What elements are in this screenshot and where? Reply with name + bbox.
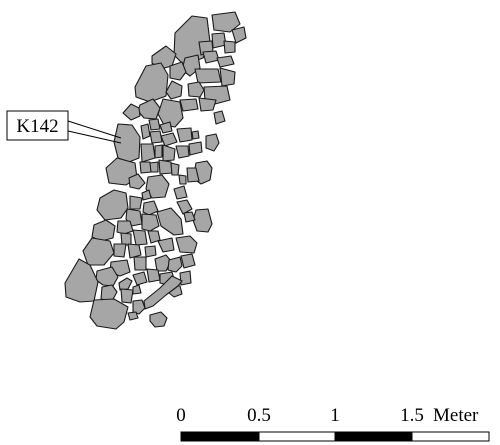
stone-cluster — [64, 11, 247, 330]
stone-8 — [202, 50, 220, 64]
stone-79 — [118, 277, 133, 291]
scale-tick-label-0.5: 0.5 — [247, 405, 271, 426]
stone-28 — [149, 130, 163, 144]
stone-31 — [160, 132, 178, 147]
stone-16 — [187, 81, 205, 98]
stone-84 — [143, 275, 183, 310]
stone-85 — [120, 288, 134, 304]
stone-37 — [140, 143, 156, 163]
stone-68 — [144, 245, 157, 258]
stone-86 — [100, 284, 118, 302]
stone-88 — [132, 299, 146, 315]
stone-24 — [148, 118, 161, 131]
stone-35 — [162, 144, 176, 162]
stone-17 — [165, 80, 183, 100]
stone-33 — [188, 141, 203, 156]
stone-83 — [64, 258, 99, 303]
scale-tick-label-1: 1 — [330, 405, 340, 426]
stone-52 — [176, 199, 193, 215]
stone-30 — [191, 130, 200, 140]
stone-81 — [132, 284, 142, 295]
stone-45 — [128, 173, 146, 190]
stone-40 — [158, 159, 173, 175]
stone-72 — [167, 256, 183, 273]
stone-11 — [194, 68, 222, 84]
stone-51 — [129, 195, 143, 210]
stone-49 — [141, 189, 152, 201]
stone-43 — [186, 167, 200, 183]
feature-label-box — [6, 110, 69, 141]
stone-53 — [192, 208, 213, 233]
scale-segment-2 — [258, 431, 336, 442]
stone-41 — [170, 162, 180, 176]
stone-70 — [180, 253, 196, 269]
stone-12 — [219, 67, 236, 87]
stone-32 — [205, 133, 220, 152]
stone-50 — [96, 189, 129, 221]
stone-64 — [157, 237, 175, 253]
stone-23 — [122, 103, 141, 121]
stone-69 — [82, 237, 115, 266]
stone-75 — [179, 270, 192, 286]
scale-tick-label-1.5: 1.5 — [400, 405, 424, 426]
stone-61 — [120, 232, 132, 246]
scale-bar: 0 0.5 1 1.5 Meter — [176, 405, 490, 442]
stone-3 — [231, 26, 247, 44]
stone-46 — [145, 174, 170, 199]
stone-14 — [134, 62, 169, 103]
stone-13 — [169, 61, 187, 81]
stone-67 — [127, 243, 142, 259]
stone-59 — [116, 220, 134, 235]
stone-36 — [154, 144, 163, 159]
scale-segment-3 — [334, 431, 413, 442]
stone-54 — [142, 200, 159, 216]
stone-9 — [216, 55, 235, 68]
stone-78 — [132, 271, 148, 286]
stone-56 — [183, 211, 196, 223]
stone-6 — [223, 40, 236, 54]
scale-unit-label: Meter — [433, 405, 479, 426]
stone-26 — [113, 123, 141, 163]
stone-22 — [137, 98, 161, 120]
stone-57 — [156, 207, 184, 236]
stone-27 — [140, 123, 151, 140]
feature-label-callout: K142 — [6, 110, 122, 144]
stone-21 — [213, 110, 226, 125]
stone-76 — [146, 268, 161, 283]
stone-47 — [178, 174, 187, 185]
stone-89 — [149, 311, 168, 328]
stone-58 — [141, 213, 160, 232]
stone-87 — [89, 298, 129, 330]
stone-60 — [91, 219, 116, 242]
stone-90 — [127, 311, 139, 321]
feature-label: K142 — [16, 116, 58, 137]
scale-segment-1 — [180, 431, 260, 442]
stone-34 — [175, 145, 190, 159]
stone-2 — [211, 11, 241, 33]
stone-65 — [175, 235, 198, 254]
scale-tick-label-0: 0 — [176, 405, 186, 426]
stone-29 — [176, 127, 193, 143]
scale-segment-4 — [411, 431, 490, 442]
stone-66 — [113, 243, 127, 258]
stone-48 — [173, 185, 188, 200]
stone-18 — [179, 98, 199, 112]
stone-62 — [132, 229, 148, 246]
stone-25 — [159, 121, 173, 134]
leader-line — [67, 120, 122, 139]
stone-19 — [198, 97, 217, 112]
stone-63 — [147, 230, 161, 244]
stone-73 — [133, 256, 147, 271]
stone-39 — [149, 161, 159, 173]
leader-line — [67, 130, 122, 144]
